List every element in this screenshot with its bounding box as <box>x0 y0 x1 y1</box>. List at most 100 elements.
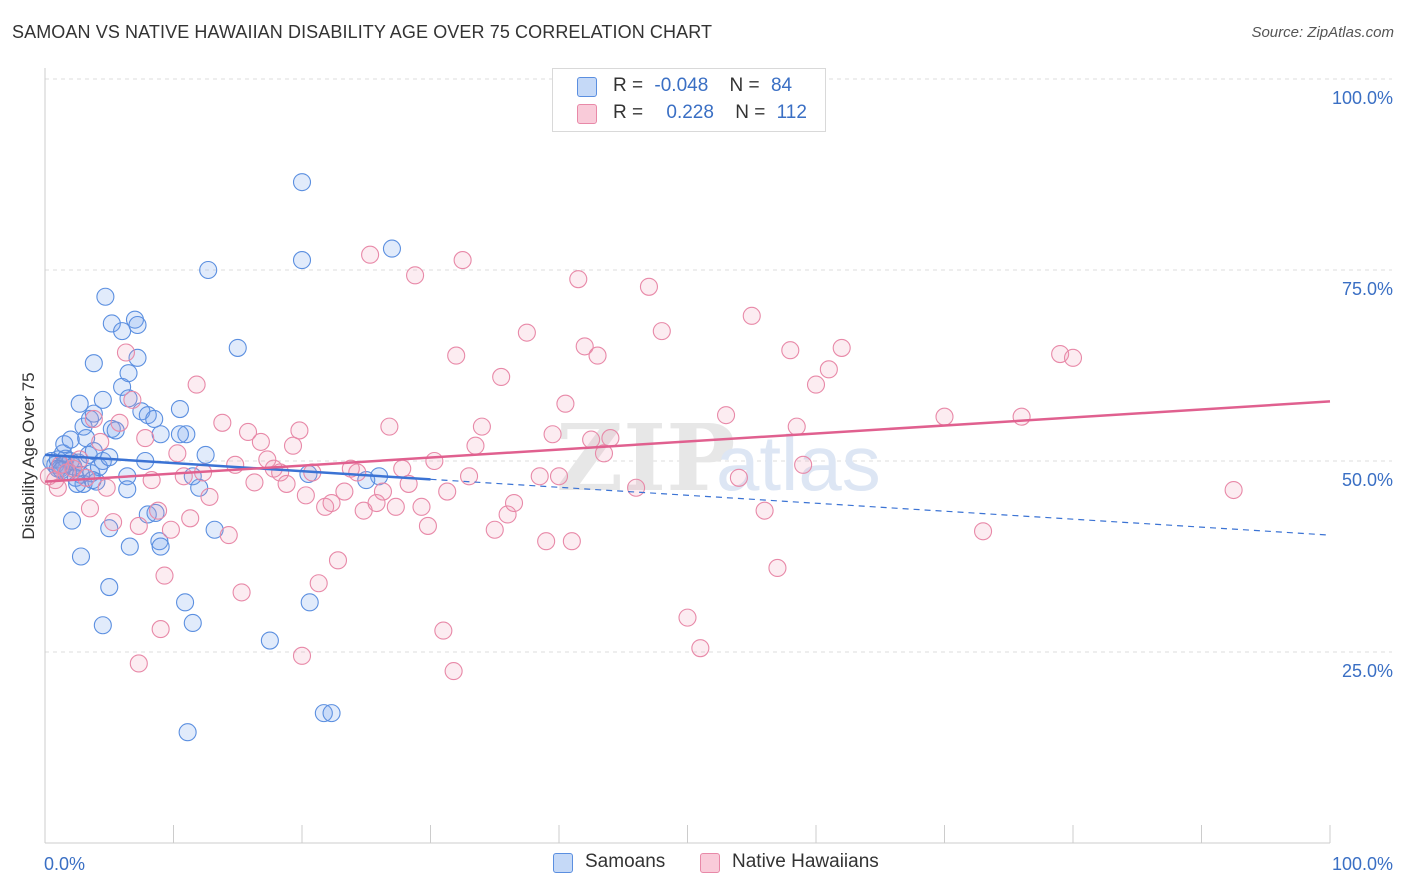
native-hawaiian-point <box>556 394 575 413</box>
samoan-point <box>177 425 196 444</box>
native-hawaiian-point <box>438 482 457 501</box>
native-hawaiian-point <box>151 620 170 639</box>
chart-title: SAMOAN VS NATIVE HAWAIIAN DISABILITY AGE… <box>12 22 713 42</box>
native-hawaiian-point <box>755 501 774 520</box>
y-tick-label: 50.0% <box>1342 470 1393 490</box>
samoan-point <box>84 404 103 423</box>
native-hawaiian-point <box>569 270 588 289</box>
samoan-point <box>183 613 202 633</box>
samoan-point <box>322 704 341 723</box>
samoan-point <box>170 425 189 444</box>
native-hawaiian-point <box>549 467 569 486</box>
native-hawaiian-point <box>412 497 431 516</box>
native-hawaiian-point <box>627 478 646 497</box>
samoan-point <box>205 520 224 539</box>
native-hawaiian-point <box>48 478 67 497</box>
native-hawaiian-point <box>181 509 200 528</box>
native-hawaiian-point <box>406 266 425 285</box>
source-label: Source: ZipAtlas.com <box>1251 24 1394 41</box>
native-hawaiian-point <box>232 583 251 602</box>
legend-n-value: 84 <box>770 75 793 96</box>
samoan-point <box>228 338 247 357</box>
native-hawaiian-point <box>277 474 296 493</box>
samoan-point <box>196 445 215 464</box>
samoan-point <box>146 503 165 523</box>
native-hawaiian-point <box>238 422 258 442</box>
native-hawaiian-point <box>213 413 232 432</box>
native-hawaiian-point <box>245 473 264 492</box>
native-hawaiian-point <box>575 337 594 356</box>
native-hawaiian-point <box>70 450 89 469</box>
y-axis-title: Disability Age Over 75 <box>19 372 38 539</box>
tick-labels: 25.0% 50.0% 75.0% 100.0% 0.0% 100.0% Disabilit… <box>19 88 1393 874</box>
samoan-point <box>119 364 138 383</box>
native-hawaiian-point <box>290 421 309 440</box>
native-hawaiian-point <box>530 467 549 486</box>
legend-label-samoans: Samoans <box>585 851 666 872</box>
samoan-point <box>55 435 74 454</box>
native-hawaiian-point <box>832 338 851 357</box>
native-hawaiian-point <box>292 646 312 665</box>
samoan-point <box>382 239 402 258</box>
native-hawaiian-point <box>447 346 466 365</box>
legend-swatch-native-hawaiians <box>700 853 720 873</box>
native-hawaiian-point <box>691 639 710 658</box>
native-hawaiian-point <box>485 520 504 539</box>
watermark: ZIP atlas <box>556 404 881 512</box>
samoan-point <box>151 425 170 444</box>
samoan-point <box>118 480 137 499</box>
samoan-point <box>170 399 189 419</box>
samoan-point <box>100 578 119 597</box>
native-hawaiian-point <box>588 346 607 365</box>
samoan-point <box>70 394 89 413</box>
native-hawaiian-point <box>110 413 129 432</box>
legend-label-native-hawaiians: Native Hawaiians <box>732 851 879 872</box>
native-hawaiian-point <box>492 367 511 387</box>
native-hawaiian-point <box>1224 480 1243 500</box>
native-hawaiian-point <box>678 608 697 627</box>
native-hawaiian-point <box>283 436 303 455</box>
native-hawaiian-point <box>742 306 761 325</box>
legend-n-value: 112 <box>776 102 807 123</box>
native-hawaiian-point <box>168 444 187 463</box>
native-hawaiian-point <box>104 513 123 532</box>
native-hawaiian-point <box>80 499 100 518</box>
native-hawaiian-point <box>174 467 193 486</box>
native-hawaiian-point <box>64 459 83 478</box>
native-hawaiian-point <box>453 251 472 270</box>
native-hawaiian-point <box>84 409 103 429</box>
y-tick-label: 75.0% <box>1342 279 1393 299</box>
native-hawaiian-point <box>466 436 485 455</box>
native-hawaiian-point <box>973 522 993 541</box>
watermark-zip: ZIP <box>556 404 735 512</box>
native-hawaiian-point <box>187 375 206 394</box>
native-hawaiian-point <box>794 455 813 474</box>
native-hawaiian-point <box>386 497 405 516</box>
native-hawaiian-point <box>935 407 954 426</box>
native-hawaiian-point <box>219 526 238 545</box>
legend-r-value: 0.228 <box>666 102 714 123</box>
legend-n-label: N = <box>729 75 760 96</box>
samoan-point <box>176 593 195 612</box>
x-tick-label: 0.0% <box>44 854 85 874</box>
samoan-point <box>61 430 80 449</box>
native-hawaiian-point <box>373 482 393 501</box>
native-hawaiian-point <box>543 425 562 444</box>
native-hawaiian-point <box>161 520 180 539</box>
native-hawaiian-point <box>322 493 341 513</box>
native-hawaiian-point <box>517 323 536 342</box>
y-tick-label: 25.0% <box>1342 661 1393 681</box>
native-hawaiian-point <box>1063 348 1083 367</box>
native-hawaiian-point <box>1012 407 1031 426</box>
native-hawaiian-point <box>380 417 399 436</box>
samoan-trend-extension <box>430 478 1331 536</box>
native-hawaiian-point <box>781 341 800 360</box>
native-hawaiian-point <box>361 245 380 264</box>
native-hawaiian-point <box>296 486 315 505</box>
samoan-point <box>113 322 132 341</box>
legend-swatch-samoans <box>553 853 573 873</box>
native-hawaiian-point <box>155 566 174 585</box>
legend-r-value: -0.048 <box>654 75 709 96</box>
samoan-point <box>300 593 319 612</box>
